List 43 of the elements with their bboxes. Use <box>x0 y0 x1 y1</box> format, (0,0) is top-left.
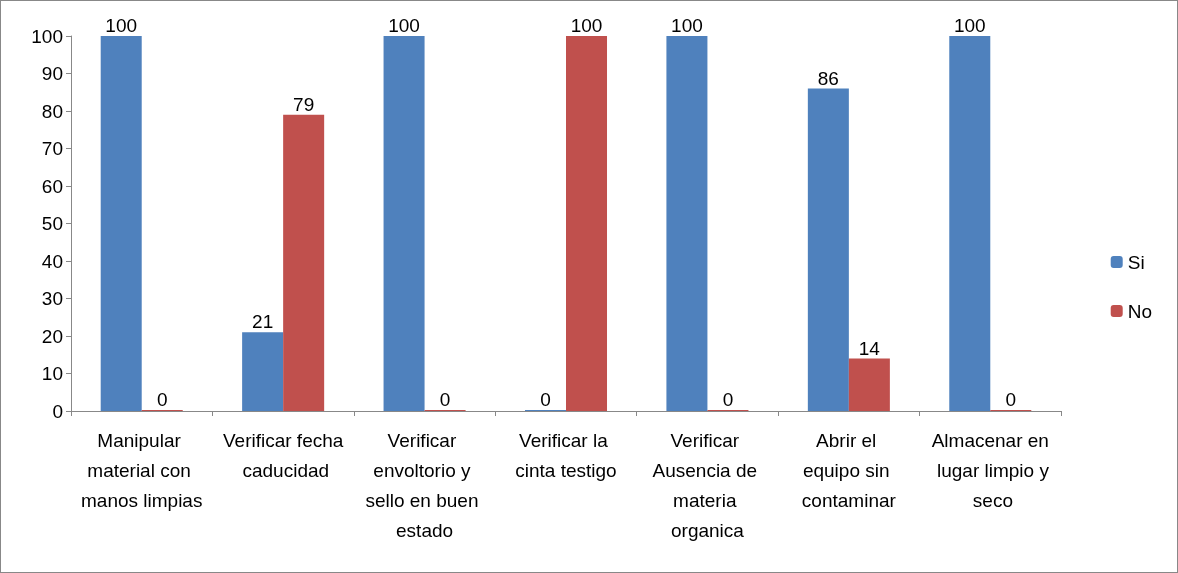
y-tick-label: 30 <box>41 288 63 309</box>
data-label: 14 <box>858 337 881 359</box>
bar <box>100 36 142 411</box>
y-tick-label: 50 <box>41 213 63 234</box>
data-label: 86 <box>817 67 839 89</box>
bar <box>666 36 708 411</box>
y-tick-label: 100 <box>31 25 63 47</box>
y-tick-label: 60 <box>41 175 63 197</box>
data-label: 100 <box>671 15 703 36</box>
y-tick-label: 0 <box>52 400 63 422</box>
bar <box>242 332 284 411</box>
x-tick-label: Verificar Ausencia de materia organica <box>652 429 763 541</box>
y-tick-label: 90 <box>41 63 63 84</box>
x-tick-label: Verificar envoltorio y sello en buen estado <box>365 429 484 541</box>
data-label: 0 <box>156 389 168 410</box>
x-tick-label: Abrir el equipo sin contaminar <box>801 429 897 511</box>
data-label: 100 <box>388 15 420 36</box>
x-tick-label: Almacenar en lugar limpio y seco <box>931 429 1050 511</box>
data-label: 21 <box>252 311 274 333</box>
y-tick-label: 40 <box>41 250 63 272</box>
x-tick-label: Manipular material con manos limpias <box>81 429 203 511</box>
data-label: 0 <box>722 389 734 410</box>
bar <box>949 36 991 411</box>
y-tick-label: 10 <box>41 363 63 384</box>
legend-label: Si <box>1127 251 1145 273</box>
data-label: 0 <box>540 389 551 410</box>
data-label: 0 <box>439 389 451 410</box>
data-label: 100 <box>953 15 986 36</box>
x-tick-label: Verificar fecha caducidad <box>222 429 344 481</box>
x-tick-label: Verificar la cinta testigo <box>515 429 617 481</box>
y-tick-label: 70 <box>41 138 63 159</box>
bar <box>383 36 425 411</box>
bar <box>848 358 890 411</box>
y-tick-label: 80 <box>41 100 63 122</box>
data-label: 100 <box>105 15 138 36</box>
legend-label: No <box>1127 300 1153 322</box>
bar <box>807 88 849 411</box>
data-label: 79 <box>293 93 315 115</box>
y-tick-label: 20 <box>41 325 63 347</box>
data-label: 100 <box>570 15 603 36</box>
data-label: 0 <box>1005 389 1017 410</box>
bar <box>566 36 608 411</box>
bar <box>283 114 325 411</box>
